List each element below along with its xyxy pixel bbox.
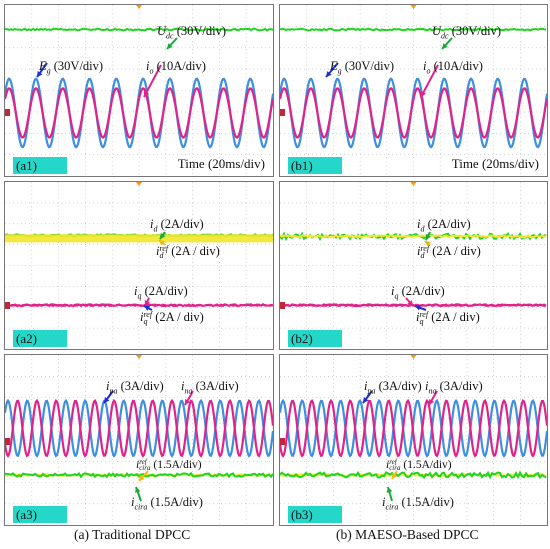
arrow-head: [135, 487, 141, 493]
ina-label: ina (3A/div): [425, 379, 483, 396]
series-ina: [280, 398, 547, 458]
scope-grid: [280, 182, 547, 349]
panel-a2: id (2A/div) i ref d (2A / div) iq (2A/div)…: [4, 181, 274, 350]
panel-a3: ipa (3A/div) ina (3A/div) i ref cira (1.5A…: [4, 354, 274, 526]
icira-ref-label: i ref cira (1.5A/div): [386, 458, 452, 473]
arrow-head: [386, 487, 393, 493]
arrow-head: [326, 71, 332, 77]
scope-grid: [5, 182, 273, 349]
iqref-label: i ref q (2A / div): [416, 310, 480, 327]
ch-marker: [280, 109, 285, 116]
series-id_ref: [280, 234, 547, 239]
ch-marker: [280, 438, 285, 445]
arrow-head: [104, 397, 110, 403]
trigger-marker: [136, 355, 142, 359]
trigger-marker: [410, 182, 417, 186]
series-Eg: [5, 77, 273, 149]
ina-label: ina (3A/div): [181, 379, 239, 396]
icira-label: icira (1.5A/div): [131, 495, 203, 512]
eg-label: Eg (30V/div): [39, 59, 104, 76]
arrow-head: [167, 43, 173, 49]
series-ipa: [5, 398, 273, 458]
panel-b3: ipa (3A/div) ina (3A/div) i ref cira (1.5A…: [279, 354, 548, 526]
arrow-head: [392, 473, 398, 479]
arrow-line: [420, 64, 439, 98]
series-Udc: [280, 27, 547, 32]
trigger-marker: [136, 5, 142, 9]
scope-a3: [5, 355, 273, 525]
iq-label: iq (2A/div): [134, 284, 188, 301]
icira-label: icira (1.5A/div): [382, 495, 454, 512]
arrow-head: [160, 233, 166, 239]
ch-marker: [5, 302, 10, 309]
trigger-marker: [410, 355, 417, 359]
arrow-head: [425, 234, 431, 240]
arrow-head: [144, 305, 150, 311]
id-label: id (2A/div): [150, 217, 204, 234]
ipa-label: ipa (3A/div): [106, 379, 164, 396]
series-id_ref: [5, 234, 273, 243]
arrow-head: [37, 71, 43, 77]
udc-label: Udc (30V/div): [157, 24, 227, 41]
arrow-head: [425, 241, 431, 247]
series-icira: [5, 471, 273, 479]
series-icira: [280, 470, 547, 480]
arrow-head: [415, 305, 421, 311]
eg-label: Eg (30V/div): [330, 59, 395, 76]
caption-right: (b) MAESO-Based DPCC: [336, 527, 479, 542]
arrow-head: [420, 91, 427, 97]
icira-ref-label: i ref cira (1.5A/div): [136, 458, 202, 473]
ipa-label: ipa (3A/div): [364, 379, 422, 396]
scope-a1: [5, 5, 273, 176]
ch-marker: [5, 438, 10, 445]
arrow-line: [143, 64, 162, 98]
arrow-head: [159, 240, 165, 246]
scope-b2: [280, 182, 547, 349]
series-Udc: [5, 27, 273, 32]
time-label: Time (20ms/div): [177, 156, 265, 171]
panel-tag: (b1): [288, 157, 342, 174]
io-label: io (10A/div): [423, 59, 483, 76]
series-ina: [5, 398, 273, 458]
arrow-head: [185, 399, 191, 405]
panel-tag: (b3): [288, 506, 342, 523]
iqref-label: i ref q (2A / div): [140, 310, 204, 327]
panel-tag: (a2): [13, 330, 67, 347]
series-io: [280, 87, 547, 139]
panel-b2: id (2A/div) i ref d (2A / div) iq (2A/div)…: [279, 181, 548, 350]
scope-b1: [280, 5, 547, 176]
panel-b1: Udc (30V/div) Eg (30V/div) io (10A/div) …: [279, 4, 548, 177]
arrow-head: [143, 91, 150, 97]
caption-left: (a) Traditional DPCC: [74, 527, 191, 542]
scope-b3: [280, 355, 547, 525]
scope-a2: [5, 182, 273, 349]
arrow-head: [442, 43, 448, 49]
time-label: Time (20ms/div): [451, 156, 539, 171]
series-iq_ref: [5, 303, 273, 308]
ch-marker: [5, 109, 10, 116]
panel-tag: (a1): [13, 157, 67, 174]
idref-label: i ref d (2A / div): [417, 244, 481, 261]
arrow-head: [407, 300, 413, 306]
arrow-head: [139, 475, 145, 481]
panel-tag: (a3): [13, 506, 67, 523]
panel-a1: Udc (30V/div) Eg (30V/div) io (10A/div) …: [4, 4, 274, 177]
id-label: id (2A/div): [417, 217, 471, 234]
series-Eg: [280, 77, 547, 149]
iq-label: iq (2A/div): [391, 284, 445, 301]
scope-grid: [5, 5, 273, 176]
io-label: io (10A/div): [146, 59, 206, 76]
arrow-head: [363, 397, 369, 403]
scope-grid: [280, 5, 547, 176]
trigger-marker: [136, 182, 142, 186]
trigger-marker: [410, 5, 417, 9]
arrow-head: [429, 399, 435, 405]
arrow-head: [144, 300, 150, 306]
series-io: [5, 87, 273, 139]
ch-marker: [280, 302, 285, 309]
series-ipa: [280, 398, 547, 458]
panel-tag: (b2): [288, 330, 342, 347]
udc-label: Udc (30V/div): [432, 24, 502, 41]
idref-label: i ref d (2A / div): [156, 244, 220, 261]
